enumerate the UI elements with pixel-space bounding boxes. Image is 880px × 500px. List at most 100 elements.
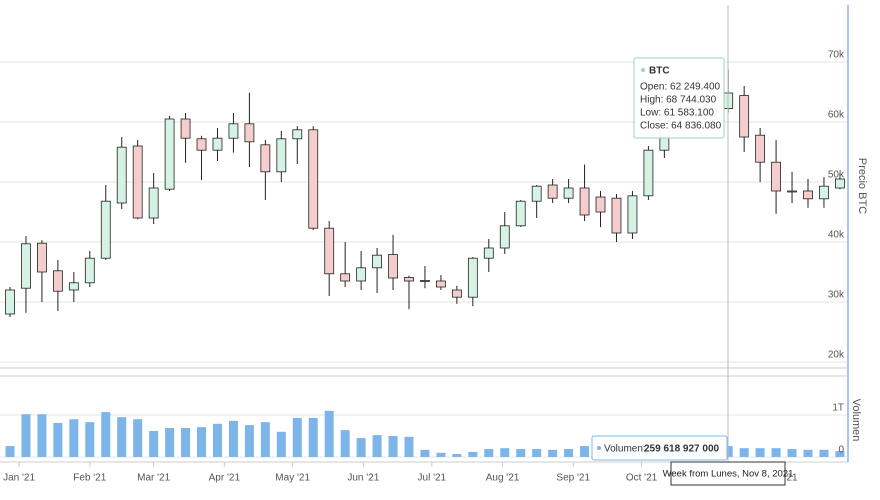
volume-bar	[197, 427, 207, 457]
tooltip-title: BTC	[649, 66, 670, 77]
volume-bar	[771, 448, 781, 457]
candle-body	[835, 178, 845, 189]
candle-body	[340, 273, 351, 282]
volume-bar	[165, 428, 175, 457]
volume-bar	[5, 446, 15, 457]
candle-body	[595, 196, 606, 213]
volume-bar	[117, 417, 127, 457]
candle-body	[52, 270, 63, 292]
x-tick-label: Mar '21	[137, 473, 170, 484]
volume-bar	[516, 448, 526, 457]
x-tick-label: Jun '21	[347, 473, 379, 484]
volume-bar	[356, 438, 366, 457]
candle-body	[803, 190, 813, 200]
volume-bar	[69, 419, 79, 457]
volume-bar	[308, 417, 318, 457]
volume-bar	[420, 449, 430, 457]
candle-body	[164, 118, 175, 190]
volume-bar	[404, 436, 414, 457]
volume-bar	[468, 451, 478, 457]
candle-body	[260, 144, 271, 173]
candle-body	[420, 279, 430, 282]
candle-body	[627, 195, 638, 234]
volume-bar	[21, 414, 31, 457]
volume-bar	[835, 451, 845, 457]
crosshair-text: Week from Lunes, Nov 8, 2021	[663, 469, 794, 480]
candle-body	[132, 145, 143, 219]
y-tick-label: 1T	[832, 403, 844, 414]
tooltip-label: Volumen:	[604, 444, 646, 455]
x-tick-label: Jan '21	[3, 473, 35, 484]
volume-bar	[500, 448, 510, 457]
candle-body	[739, 95, 750, 138]
volume-bar	[787, 448, 797, 457]
candle-body	[531, 185, 542, 202]
candle-body	[276, 138, 287, 173]
candle-body	[483, 247, 494, 259]
candle-body	[755, 134, 766, 163]
y-tick-label: 20k	[828, 350, 845, 361]
volume-bar	[452, 454, 462, 457]
y-tick-label: 40k	[828, 230, 845, 241]
volume-bar	[739, 448, 749, 457]
candle-body	[787, 190, 797, 193]
volume-bar	[580, 446, 590, 457]
tooltip-box	[591, 435, 728, 461]
volume-bar	[212, 423, 222, 457]
candle-body	[148, 187, 159, 219]
candle-body	[180, 118, 191, 139]
candle-body	[84, 257, 95, 284]
y-tick-label: 30k	[828, 290, 845, 301]
candle-body	[563, 187, 574, 199]
volume-bar	[101, 412, 111, 457]
x-tick-label: Jul '21	[418, 473, 447, 484]
y-axis-title: Volumen	[850, 399, 862, 442]
candle-body	[515, 200, 526, 227]
x-tick-label: Sep '21	[556, 473, 590, 484]
y-tick-label: 60k	[828, 110, 845, 121]
volume-bar	[532, 448, 542, 457]
tooltip-box	[633, 57, 725, 139]
volume-bar	[37, 414, 47, 457]
volume-bar	[484, 448, 494, 457]
candle-body	[37, 242, 47, 273]
candle-body	[5, 289, 15, 315]
volume-bar	[292, 417, 302, 457]
crosshair-box	[670, 461, 786, 486]
candle-body	[68, 282, 79, 291]
candle-body	[100, 200, 111, 259]
volume-bar	[181, 428, 191, 457]
volume-bar	[149, 430, 159, 457]
candle-body	[116, 146, 127, 204]
volume-bar	[324, 410, 334, 457]
candle-body	[436, 280, 446, 288]
volume-bar	[276, 431, 286, 457]
candle-body	[212, 137, 223, 151]
candle-body	[499, 225, 510, 249]
candle-body	[819, 185, 829, 200]
volume-bar	[340, 430, 350, 457]
x-tick-label: Feb '21	[73, 473, 106, 484]
candle-body	[21, 243, 31, 289]
y-axis-title: Precio BTC	[856, 158, 868, 214]
candle-body	[467, 257, 478, 298]
volume-bar	[260, 422, 270, 457]
candle-body	[372, 254, 382, 269]
candle-body	[451, 289, 462, 298]
candle-body	[308, 129, 319, 229]
volume-bar	[819, 449, 829, 457]
volume-tooltip: Volumen: 259 618 927 000	[591, 435, 728, 461]
tooltip-value: 259 618 927 000	[644, 444, 720, 455]
volume-bar	[564, 448, 574, 457]
candle-body	[244, 123, 255, 143]
tooltip-line: High: 68 744.030	[640, 95, 717, 106]
y-tick-label: 70k	[828, 50, 845, 61]
tooltip-line: Close: 64 836.080	[640, 121, 722, 132]
candle-body	[611, 197, 622, 234]
candle-body	[404, 276, 414, 282]
candle-body	[771, 161, 781, 192]
candle-body	[324, 227, 335, 275]
volume-bar	[53, 422, 63, 457]
volume-bar	[436, 452, 446, 457]
